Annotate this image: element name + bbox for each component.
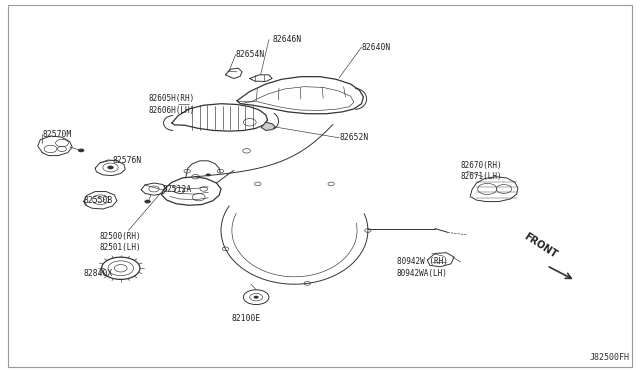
Circle shape	[145, 200, 151, 203]
Text: 82670(RH)
82671(LH): 82670(RH) 82671(LH)	[461, 161, 502, 181]
Text: 82512A: 82512A	[163, 185, 191, 194]
Text: 82840X: 82840X	[84, 269, 113, 278]
Text: 80942W (RH)
80942WA(LH): 80942W (RH) 80942WA(LH)	[397, 257, 447, 278]
Text: 82576N: 82576N	[113, 155, 141, 164]
Text: FRONT: FRONT	[522, 231, 559, 260]
Text: J82500FH: J82500FH	[589, 353, 630, 362]
Text: 82652N: 82652N	[339, 133, 369, 142]
Text: 82646N: 82646N	[272, 35, 301, 44]
Circle shape	[205, 173, 211, 176]
Text: 82550B: 82550B	[84, 196, 113, 205]
Circle shape	[78, 148, 84, 152]
Text: 82640N: 82640N	[362, 42, 391, 51]
Circle shape	[253, 296, 259, 299]
Text: 82605H(RH)
82606H(LH): 82605H(RH) 82606H(LH)	[149, 94, 195, 115]
Text: 82500(RH)
82501(LH): 82500(RH) 82501(LH)	[100, 231, 141, 251]
Text: 82100E: 82100E	[232, 314, 261, 323]
Polygon shape	[261, 122, 275, 131]
Circle shape	[108, 166, 114, 169]
Text: 82570M: 82570M	[42, 129, 72, 139]
Text: 82654N: 82654N	[236, 50, 265, 59]
